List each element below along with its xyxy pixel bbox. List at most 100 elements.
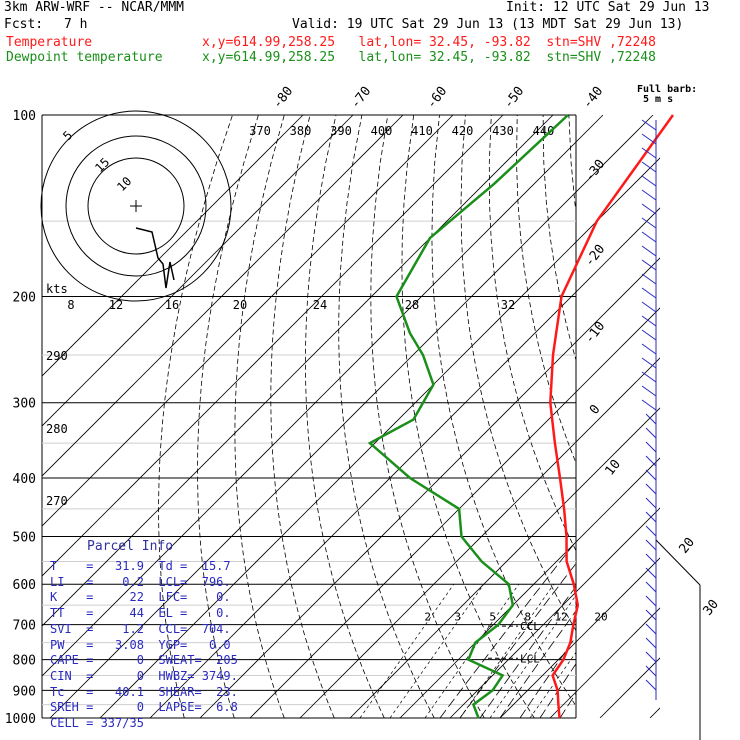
- wind-barb: [641, 357, 657, 369]
- isotherm--60: [99, 157, 660, 718]
- mixing-ratio-lines: [359, 584, 576, 718]
- pressure-label-800: 800: [13, 654, 36, 669]
- parcel-info-row: LI = 0.2 LCL= 796.: [50, 574, 231, 589]
- isotherm-label-0: 0: [587, 402, 604, 417]
- dry-adiabat-370: [595, 115, 740, 718]
- forecast-label: Fcst:: [4, 17, 44, 32]
- wind-barb: [641, 175, 657, 187]
- wind-barb: [645, 553, 657, 565]
- isotherm--120: [42, 115, 404, 477]
- dry-adiabat-310: [431, 115, 576, 707]
- isotherm-label--10: -10: [582, 319, 608, 347]
- wind-barb: [645, 525, 657, 537]
- isotherm-label--50: -50: [501, 84, 527, 112]
- isotherm-label-10: 10: [603, 457, 624, 479]
- theta-label-440: 440: [533, 124, 555, 138]
- isotherms: [42, 115, 660, 718]
- wind-barb: [645, 623, 657, 635]
- theta-side-label-290: 290: [46, 349, 68, 363]
- dry-adiabat-330: [488, 115, 576, 552]
- wind-barb: [645, 679, 657, 691]
- init-time: Init: 12 UTC Sat 29 Jun 13: [506, 0, 710, 15]
- isotherm--70: [49, 115, 654, 718]
- hodo-ring-label-10: 10: [114, 174, 134, 194]
- parcel-info-row: Tc = 40.1 SHEAR= 23.: [50, 684, 238, 699]
- isotherm--50: [149, 207, 660, 718]
- wind-barb: [645, 497, 657, 509]
- hodo-ring-label-5: 5: [60, 128, 75, 143]
- series-line-temperature: [549, 114, 675, 719]
- isotherm-label--80: -80: [270, 84, 296, 112]
- dry-adiabat-380: [621, 115, 740, 718]
- full-barb-unit: 5 m s: [643, 94, 674, 105]
- dry-adiabat-320: [460, 115, 576, 632]
- wind-barb: [645, 441, 657, 453]
- moist-adiabats: [439, 540, 576, 718]
- theta-label-410: 410: [411, 124, 433, 138]
- wind-barb: [641, 189, 657, 201]
- hodograph-trace: [135, 227, 175, 289]
- mixing-label-8: 8: [524, 611, 531, 624]
- isotherm--110: [42, 115, 454, 527]
- isotherm--130: [42, 115, 354, 427]
- speed-tick-28: 28: [405, 298, 419, 312]
- mixing-label-3: 3: [454, 611, 461, 624]
- dry-adiabat-290: [370, 115, 485, 718]
- forecast-hour: 7 h: [64, 17, 88, 32]
- moist-adiabat-16: [479, 585, 576, 718]
- theta-label-380: 380: [290, 124, 312, 138]
- dry-adiabat-280: [338, 115, 435, 718]
- valid-time: Valid: 19 UTC Sat 29 Jun 13 (13 MDT Sat …: [292, 17, 684, 32]
- speed-tick-24: 24: [313, 298, 327, 312]
- wind-barb: [641, 287, 657, 299]
- wind-barb: [645, 637, 657, 649]
- isotherm-50: [649, 707, 660, 718]
- hodo-ring-label-15: 15: [92, 155, 112, 175]
- isotherm-30: [549, 607, 660, 718]
- speed-tick-12: 12: [109, 298, 123, 312]
- wind-barb: [645, 539, 657, 551]
- wind-barb: [645, 511, 657, 523]
- moist-adiabat-24: [519, 635, 576, 718]
- moist-adiabat-8: [439, 540, 576, 718]
- pressure-label-200: 200: [13, 291, 36, 306]
- wind-barb: [645, 665, 657, 677]
- theta-label-370: 370: [249, 124, 271, 138]
- dry-adiabat-410: [698, 115, 740, 718]
- wind-barb: [641, 315, 657, 327]
- parcel-info-row: CELL = 337/35: [50, 716, 144, 730]
- speed-tick-8: 8: [67, 298, 74, 312]
- dry-adiabat-250: [234, 115, 285, 718]
- parcel-info-row: K = 22 LFC= 0.: [50, 590, 231, 605]
- pressure-label-600: 600: [13, 578, 36, 593]
- dry-adiabat-420: [724, 115, 740, 718]
- wind-barb: [641, 231, 657, 243]
- moist-adiabat-12: [459, 562, 576, 718]
- wind-barb: [641, 133, 657, 145]
- dry-adiabat-230: [158, 115, 233, 718]
- isotherm-label-30: 30: [701, 597, 722, 619]
- wind-barb: [641, 273, 657, 285]
- dry-adiabat-240: [197, 115, 259, 718]
- hodo-ring-undefined: [40, 110, 232, 302]
- hodo-ring-undefined: [87, 157, 185, 255]
- parcel-info-row: SVI = 1.2 CCL= 704.: [50, 621, 231, 636]
- isotherm-label-20: 20: [677, 535, 698, 557]
- isotherm-label--30: -30: [582, 157, 608, 185]
- isotherm-20: [499, 557, 660, 718]
- pressure-label-500: 500: [13, 530, 36, 545]
- hodo-ring-undefined: [65, 135, 207, 277]
- series-line-dewpoint: [367, 114, 569, 719]
- wind-barb: [641, 217, 657, 229]
- theta-label-430: 430: [492, 124, 514, 138]
- wind-barb: [641, 343, 657, 355]
- speed-tick-32: 32: [501, 298, 515, 312]
- pressure-label-900: 900: [13, 684, 36, 699]
- isotherm--40: [199, 257, 660, 718]
- wind-barb: [641, 399, 657, 411]
- mixing-label-12: 12: [554, 611, 567, 624]
- parcel-info-row: TT = 44 EL = 0.: [50, 606, 231, 621]
- moist-adiabat-28: [539, 663, 576, 718]
